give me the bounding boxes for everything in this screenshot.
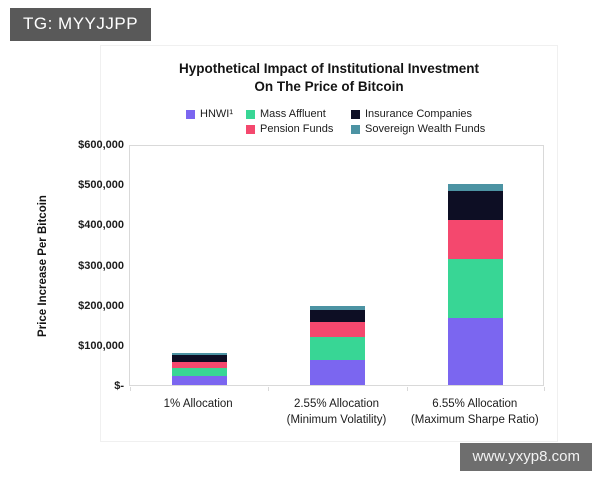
bar-segment bbox=[171, 362, 227, 368]
legend-label: Pension Funds bbox=[260, 123, 334, 135]
watermark: www.yxyp8.com bbox=[460, 443, 592, 471]
bar-segment bbox=[448, 191, 504, 221]
x-axis-tick bbox=[406, 387, 408, 391]
bar-segment bbox=[310, 337, 365, 360]
legend-label: HNWI¹ bbox=[200, 108, 233, 120]
bar-segment bbox=[448, 220, 504, 259]
y-axis-tick-label: $500,000 bbox=[78, 179, 124, 192]
tg-badge-text: TG: MYYJJPP bbox=[23, 14, 139, 33]
bar-stack bbox=[171, 352, 227, 385]
bar-segment bbox=[171, 355, 227, 363]
bar-segment bbox=[448, 258, 504, 318]
bar-segment bbox=[171, 375, 227, 385]
sovereign-swatch-icon bbox=[351, 125, 360, 134]
y-axis-tick-label: $400,000 bbox=[78, 219, 124, 232]
tg-badge: TG: MYYJJPP bbox=[10, 8, 152, 41]
bar-segment bbox=[448, 317, 504, 385]
x-axis-tick bbox=[544, 387, 545, 391]
x-axis-category-label: 1% Allocation bbox=[163, 398, 233, 410]
mass-affluent-swatch-icon bbox=[246, 110, 255, 119]
bar-segment bbox=[448, 184, 504, 192]
watermark-text: www.yxyp8.com bbox=[472, 448, 580, 465]
bar-segment bbox=[171, 367, 227, 376]
x-axis-tick bbox=[130, 387, 131, 391]
y-axis-title: Price Increase Per Bitcoin bbox=[23, 145, 63, 386]
legend-label: Insurance Companies bbox=[365, 108, 473, 120]
bar-segment bbox=[310, 309, 365, 322]
pension-swatch-icon bbox=[246, 125, 255, 134]
chart-panel: Hypothetical Impact of Institutional Inv… bbox=[37, 45, 558, 442]
legend-label: Sovereign Wealth Funds bbox=[365, 123, 486, 135]
x-axis-tick bbox=[268, 387, 270, 391]
x-axis-category-label: 2.55% Allocation (Minimum Volatility) bbox=[286, 398, 387, 426]
legend-label: Mass Affluent bbox=[260, 108, 326, 120]
chart-title-line2: On The Price of Bitcoin bbox=[254, 78, 404, 94]
bar-stack bbox=[448, 184, 504, 385]
legend-item-mass-affluent: Mass Affluent bbox=[246, 108, 326, 120]
y-axis-tick-labels: $- $100,000 $200,000 $300,000 $400,000 $500,0… bbox=[54, 139, 124, 392]
legend-item-hnwi: HNWI¹ bbox=[186, 108, 233, 120]
bar-stack bbox=[310, 305, 365, 385]
bar-segment bbox=[171, 352, 227, 356]
bar-segment bbox=[310, 305, 365, 310]
bar-segment bbox=[310, 321, 365, 338]
y-axis-tick-label: $- bbox=[114, 380, 124, 392]
y-axis-tick-label: $200,000 bbox=[78, 299, 124, 312]
chart-title-line1: Hypothetical Impact of Institutional Inv… bbox=[178, 61, 480, 76]
bar-segment bbox=[310, 359, 365, 385]
x-axis-category-label: 6.55% Allocation (Maximum Sharpe Ratio) bbox=[410, 398, 539, 426]
hnwi-swatch-icon bbox=[186, 110, 195, 119]
legend-item-insurance: Insurance Companies bbox=[351, 108, 472, 120]
legend-item-sovereign: Sovereign Wealth Funds bbox=[351, 123, 485, 135]
chart-title: Hypothetical Impact of Institutional Inv… bbox=[101, 60, 557, 95]
legend-item-pension: Pension Funds bbox=[246, 123, 333, 135]
y-axis-title-text: Price Increase Per Bitcoin bbox=[37, 194, 49, 337]
plot-area bbox=[129, 145, 545, 391]
chart-legend: HNWI¹ Mass Affluent Insurance Companies … bbox=[101, 108, 557, 142]
y-axis-tick-label: $600,000 bbox=[78, 139, 124, 151]
y-axis-tick-label: $100,000 bbox=[78, 339, 124, 352]
insurance-swatch-icon bbox=[351, 110, 360, 119]
y-axis-tick-label: $300,000 bbox=[78, 259, 124, 272]
